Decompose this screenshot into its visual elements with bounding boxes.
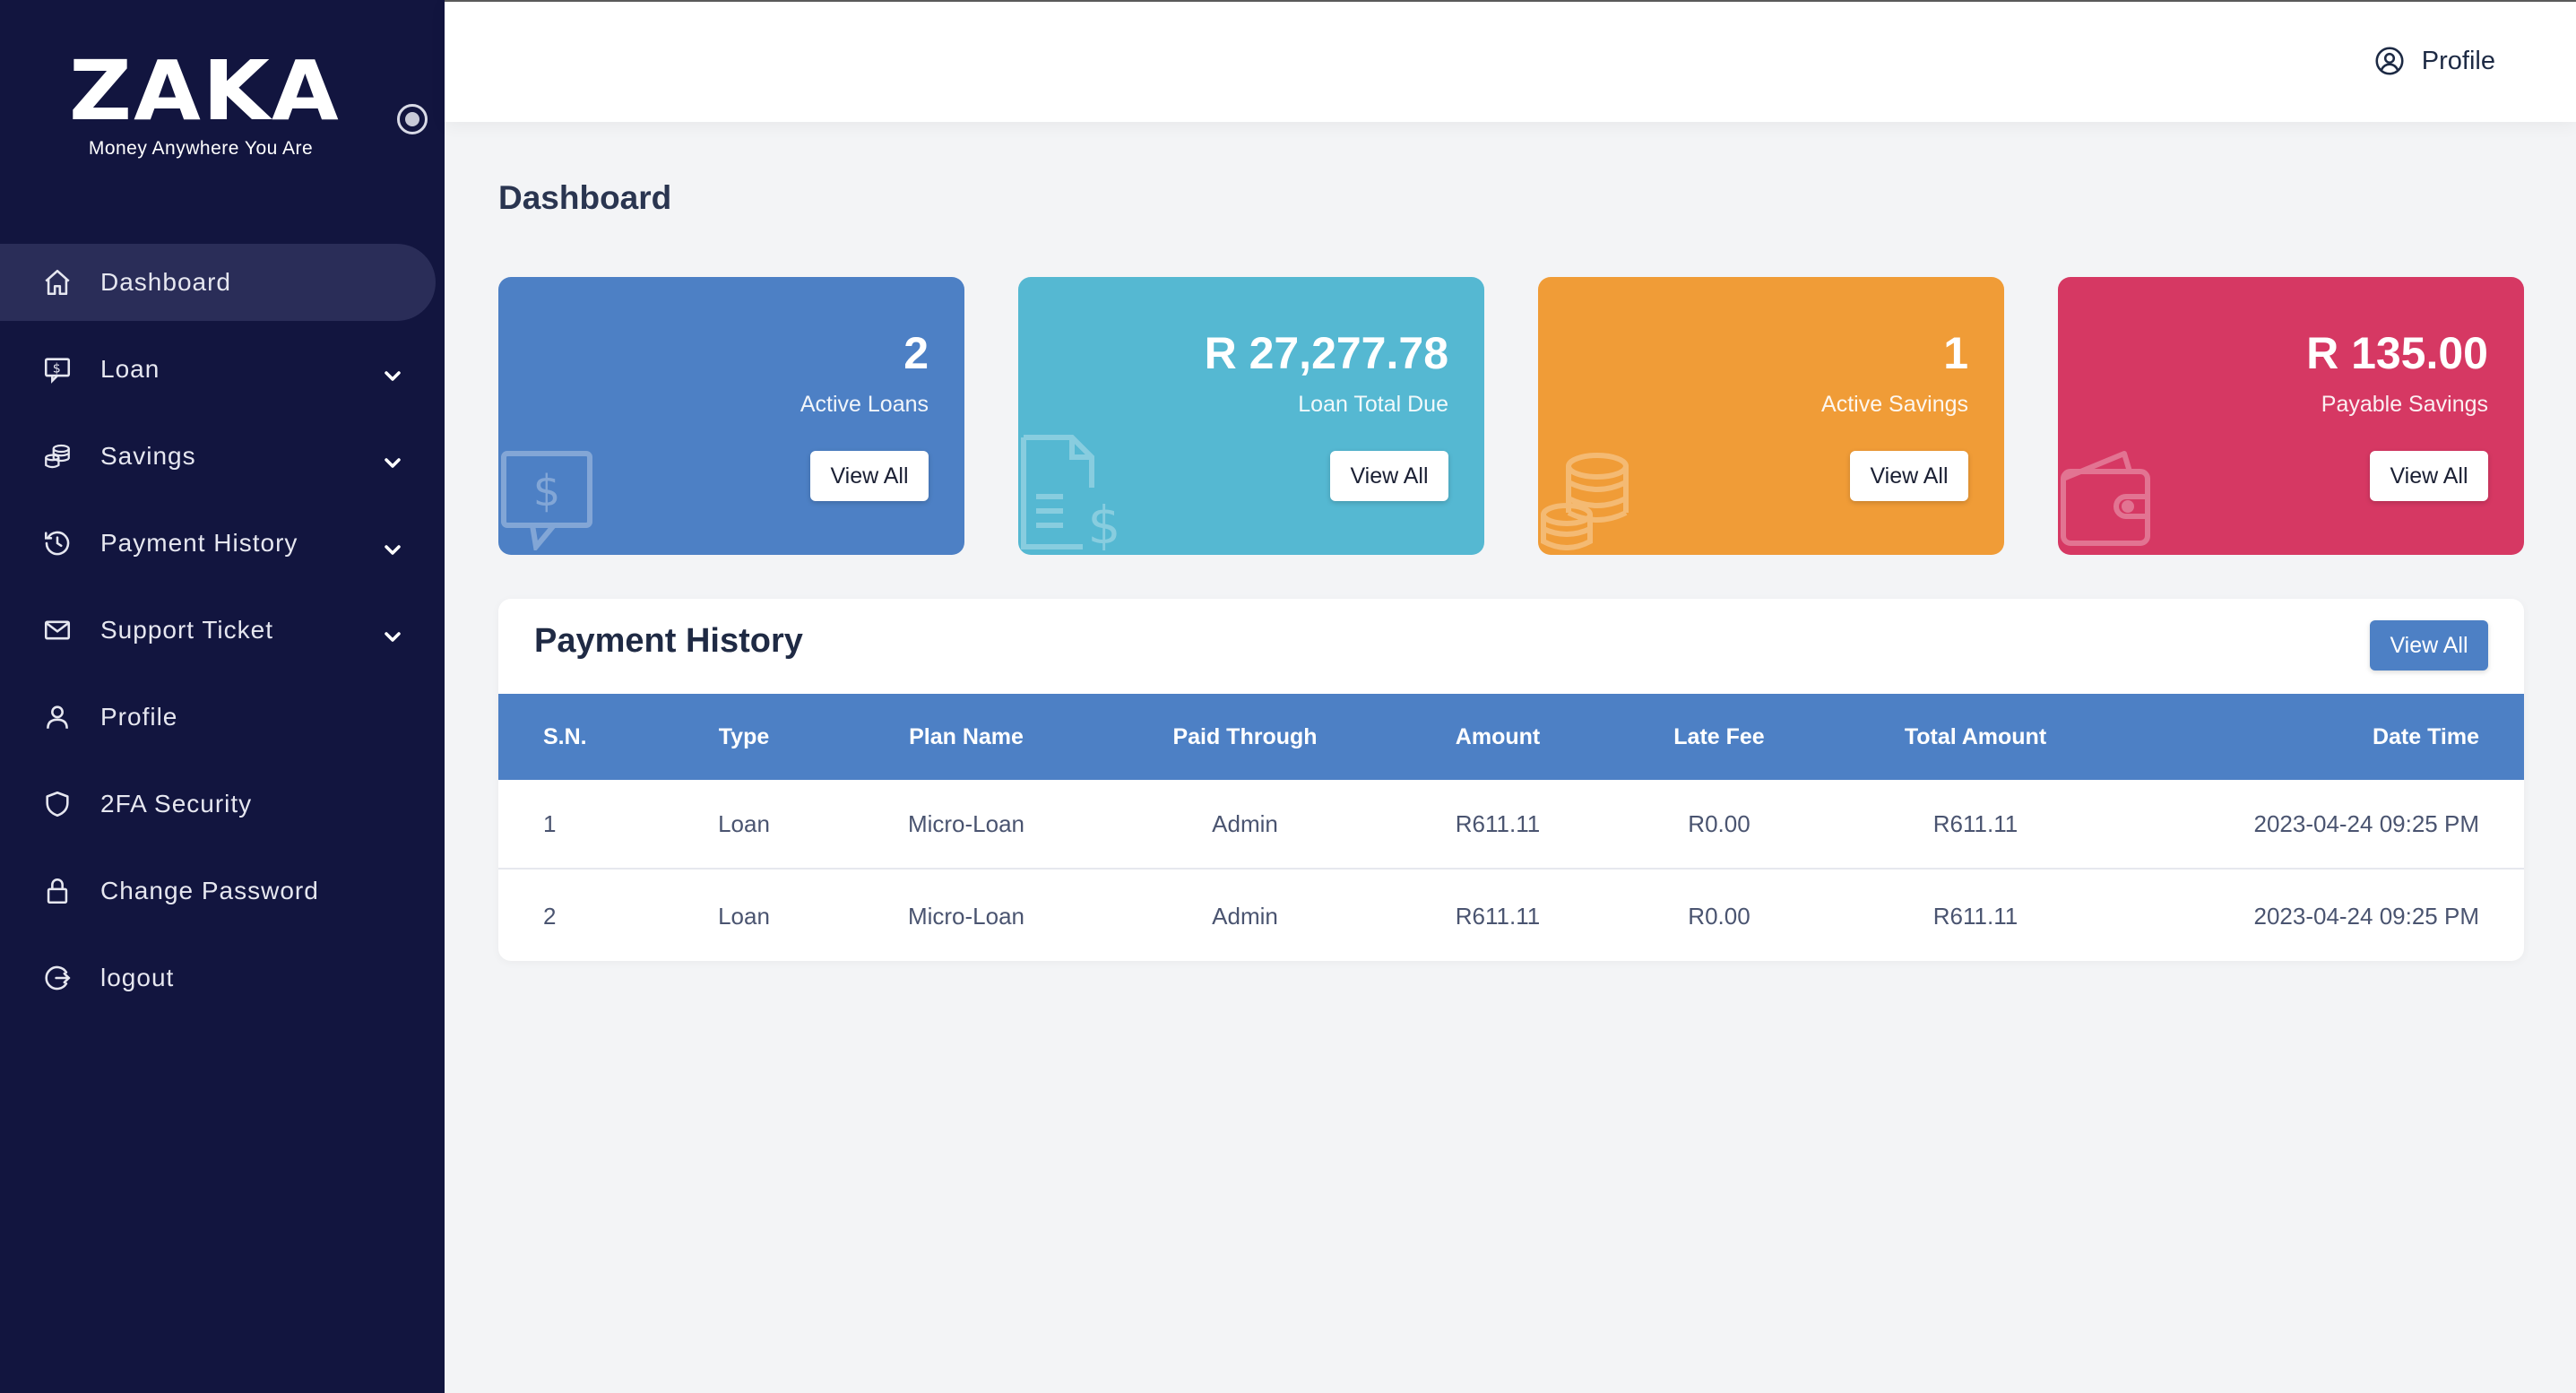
cell-amount: R611.11 (1455, 809, 1541, 837)
sidebar-nav: Dashboard $ Loan Savings Payment Hi (0, 244, 445, 1026)
svg-text:$: $ (533, 466, 561, 516)
payable-savings-view-all-button[interactable]: View All (2370, 451, 2488, 501)
cell-paid-through: Admin (1212, 902, 1278, 930)
chevron-down-icon (384, 360, 402, 389)
cell-type: Loan (718, 809, 770, 837)
column-header-sn[interactable]: S.N. (543, 723, 587, 749)
table-row: 1 Loan Micro-Loan Admin R611.11 R0.00 R6… (498, 780, 2524, 870)
active-loans-value: 2 (903, 328, 929, 378)
column-header-paid-through[interactable]: Paid Through (1172, 723, 1318, 749)
user-icon (41, 701, 73, 733)
cell-date-time: 2023-04-24 09:25 PM (2253, 809, 2479, 837)
payment-history-title: Payment History (534, 622, 803, 660)
sidebar-item-savings[interactable]: Savings (0, 418, 445, 495)
column-header-plan-name[interactable]: Plan Name (909, 723, 1024, 749)
cell-late-fee: R0.00 (1688, 809, 1750, 837)
payable-savings-label: Payable Savings (2321, 392, 2488, 417)
svg-text:$: $ (53, 362, 62, 376)
stat-card-active-savings: 1 Active Savings View All (1538, 277, 2004, 555)
table-header: S.N. Type Plan Name Paid Through Amount … (498, 694, 2524, 780)
loan-total-due-view-all-button[interactable]: View All (1330, 451, 1448, 501)
stat-card-loan-total-due: $ R 27,277.78 Loan Total Due View All (1018, 277, 1484, 555)
top-header: Profile (445, 0, 2576, 122)
sidebar: ZAKA Money Anywhere You Are Dashboard $ … (0, 0, 445, 1393)
brand-logo[interactable]: ZAKA Money Anywhere You Are (69, 50, 339, 160)
cell-sn: 1 (543, 809, 557, 837)
column-header-type[interactable]: Type (718, 723, 770, 749)
active-savings-label: Active Savings (1821, 392, 1968, 417)
cell-plan-name: Micro-Loan (907, 902, 1025, 930)
payable-savings-value: R 135.00 (2306, 328, 2488, 378)
active-loans-view-all-button[interactable]: View All (810, 451, 929, 501)
invoice-dollar-icon: $ (1020, 434, 1126, 555)
page-title: Dashboard (498, 179, 672, 216)
sidebar-item-profile[interactable]: Profile (0, 679, 445, 756)
sidebar-item-label: 2FA Security (100, 790, 253, 818)
sidebar-item-label: Payment History (100, 529, 298, 557)
lock-icon (41, 875, 73, 907)
cell-paid-through: Admin (1212, 809, 1278, 837)
sidebar-item-label: Savings (100, 442, 196, 470)
payment-history-panel: Payment History View All S.N. Type Plan … (498, 599, 2524, 961)
column-header-late-fee[interactable]: Late Fee (1673, 723, 1765, 749)
cell-amount: R611.11 (1455, 902, 1541, 930)
brand-name: ZAKA (69, 43, 341, 139)
sidebar-item-label: Dashboard (100, 268, 231, 296)
cell-type: Loan (718, 902, 770, 930)
payment-history-view-all-button[interactable]: View All (2370, 620, 2488, 671)
sidebar-item-change-password[interactable]: Change Password (0, 852, 445, 930)
loan-total-due-label: Loan Total Due (1298, 392, 1448, 417)
cell-late-fee: R0.00 (1688, 902, 1750, 930)
stat-card-payable-savings: R 135.00 Payable Savings View All (2058, 277, 2524, 555)
chevron-down-icon (384, 534, 402, 563)
sidebar-item-label: logout (100, 964, 175, 991)
sidebar-item-payment-history[interactable]: Payment History (0, 505, 445, 582)
sidebar-item-label: Support Ticket (100, 616, 273, 644)
cell-total-amount: R611.11 (1932, 902, 2018, 930)
sidebar-item-logout[interactable]: logout (0, 939, 445, 1017)
column-header-date-time[interactable]: Date Time (2372, 723, 2479, 749)
envelope-icon (41, 614, 73, 646)
stat-card-active-loans: $ 2 Active Loans View All (498, 277, 964, 555)
sidebar-item-support-ticket[interactable]: Support Ticket (0, 592, 445, 669)
home-icon (41, 266, 73, 298)
sidebar-item-dashboard[interactable]: Dashboard (0, 244, 436, 321)
logout-icon (41, 962, 73, 994)
cell-sn: 2 (543, 902, 557, 930)
svg-text:$: $ (1088, 495, 1121, 550)
active-savings-view-all-button[interactable]: View All (1850, 451, 1968, 501)
loan-total-due-value: R 27,277.78 (1204, 328, 1448, 378)
user-circle-icon (2373, 45, 2406, 77)
cell-total-amount: R611.11 (1932, 809, 2018, 837)
chevron-down-icon (384, 621, 402, 650)
active-loans-label: Active Loans (800, 392, 929, 417)
sidebar-item-label: Loan (100, 355, 160, 383)
toggle-dot-icon (405, 112, 419, 126)
loan-dollar-icon: $ (41, 353, 73, 385)
wallet-icon (2060, 446, 2153, 555)
chevron-down-icon (384, 447, 402, 476)
shield-icon (41, 788, 73, 820)
sidebar-item-label: Profile (100, 703, 178, 731)
table-row: 2 Loan Micro-Loan Admin R611.11 R0.00 R6… (498, 871, 2524, 961)
coins-icon (41, 440, 73, 472)
brand-tagline: Money Anywhere You Are (88, 138, 314, 159)
cell-plan-name: Micro-Loan (907, 809, 1025, 837)
history-icon (41, 527, 73, 559)
loan-dollar-icon: $ (500, 446, 593, 555)
cell-date-time: 2023-04-24 09:25 PM (2253, 902, 2479, 930)
column-header-amount[interactable]: Amount (1455, 723, 1541, 749)
column-header-total-amount[interactable]: Total Amount (1904, 723, 2047, 749)
sidebar-item-2fa-security[interactable]: 2FA Security (0, 766, 445, 843)
coins-icon (1540, 446, 1633, 555)
header-profile-link[interactable]: Profile (2373, 45, 2495, 77)
sidebar-item-loan[interactable]: $ Loan (0, 331, 445, 408)
sidebar-collapse-toggle[interactable] (397, 104, 428, 134)
active-savings-value: 1 (1943, 328, 1968, 378)
sidebar-item-label: Change Password (100, 877, 319, 904)
header-profile-label: Profile (2421, 46, 2495, 75)
